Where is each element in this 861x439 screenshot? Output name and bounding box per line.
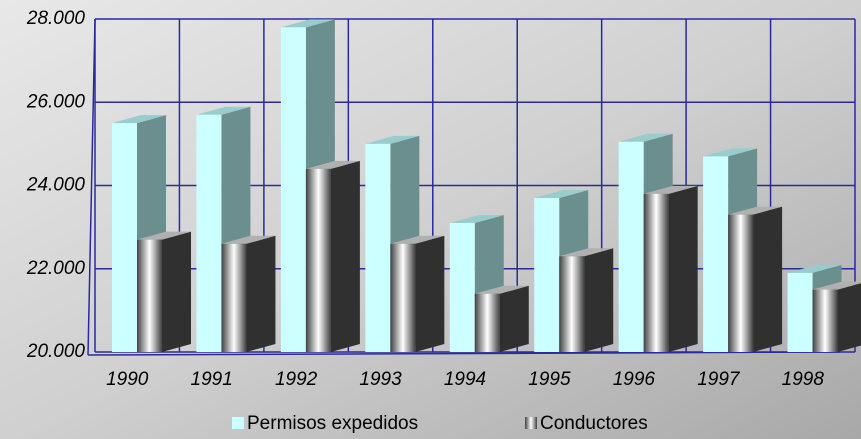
- y-tick-label: 24.000: [26, 175, 86, 196]
- bar-top: [449, 214, 504, 223]
- bar-top: [728, 206, 783, 215]
- bar: [787, 272, 813, 352]
- bar: [365, 143, 391, 352]
- bar-top: [137, 231, 191, 240]
- y-tick-label: 22.000: [26, 258, 86, 279]
- legend-swatch: [525, 417, 537, 429]
- x-tick-label: 1997: [697, 369, 741, 390]
- legend-label: Permisos expedidos: [247, 413, 418, 434]
- x-tick-label: 1992: [275, 369, 318, 390]
- bar: [703, 156, 729, 352]
- x-tick-label: 1993: [359, 369, 402, 390]
- bar: [618, 141, 644, 352]
- bar-top: [703, 148, 758, 157]
- x-tick-label: 1996: [613, 369, 656, 390]
- y-tick-label: 26.000: [26, 91, 86, 112]
- y-tick-label: 28.000: [26, 8, 86, 29]
- x-tick-label: 1991: [191, 369, 233, 390]
- bar: [390, 243, 416, 352]
- bar-top: [474, 285, 529, 294]
- floor: [87, 351, 841, 356]
- y-tick-label: 20.000: [26, 341, 86, 362]
- bar-side: [499, 285, 529, 352]
- bar-top: [112, 115, 166, 124]
- bar: [280, 27, 306, 352]
- bar: [196, 114, 222, 352]
- bar-top: [305, 160, 360, 169]
- bar-side: [837, 283, 861, 352]
- bar-side: [330, 160, 360, 352]
- bar: [112, 123, 137, 352]
- bar-top: [534, 189, 589, 198]
- bar-top: [559, 248, 614, 257]
- wall: [87, 18, 96, 356]
- bar: [137, 239, 162, 352]
- bar: [643, 193, 669, 352]
- bar-side: [415, 235, 445, 352]
- bar: [534, 197, 560, 352]
- bar-side: [584, 248, 614, 352]
- x-tick-label: 1995: [528, 369, 571, 390]
- bar-top: [390, 235, 445, 244]
- bar-side: [753, 206, 783, 352]
- bar-top: [643, 185, 698, 194]
- x-tick-label: 1994: [444, 369, 486, 390]
- bar-side: [246, 235, 276, 352]
- bar-top: [280, 19, 335, 28]
- bar-side: [162, 231, 191, 352]
- bar-top: [365, 135, 420, 144]
- bar-top: [196, 106, 251, 115]
- legend-label: Conductores: [540, 413, 648, 434]
- bar: [305, 168, 331, 352]
- bar-side: [668, 185, 698, 352]
- bar: [449, 222, 475, 352]
- bar: [221, 243, 247, 352]
- x-tick-label: 1998: [782, 369, 825, 390]
- bar: [728, 214, 754, 352]
- legend-swatch: [232, 417, 244, 429]
- bar-top: [812, 281, 861, 290]
- bar: [812, 289, 838, 352]
- bar-top: [618, 133, 673, 142]
- bar: [474, 293, 500, 352]
- bar: [559, 256, 585, 352]
- x-tick-label: 1990: [106, 369, 149, 390]
- bar-top: [787, 264, 842, 273]
- bar-top: [221, 235, 276, 244]
